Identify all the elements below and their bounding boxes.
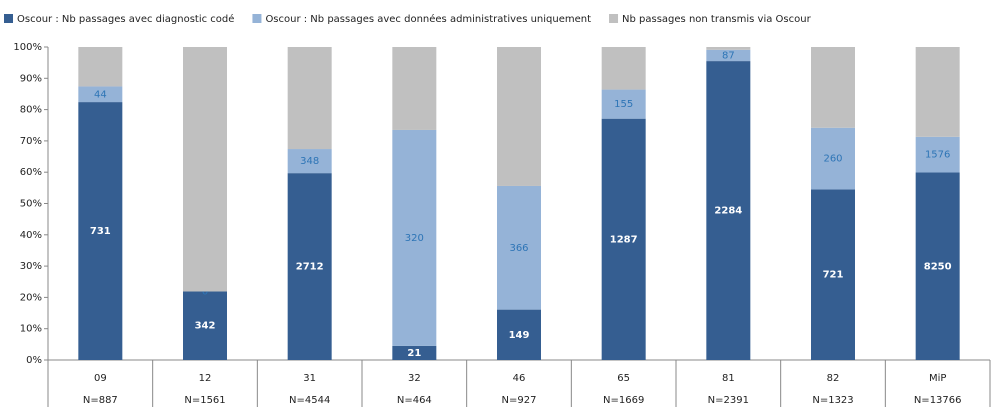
bar-segment bbox=[811, 189, 855, 360]
legend-label: Oscour : Nb passages avec diagnostic cod… bbox=[17, 13, 234, 25]
data-label: 2712 bbox=[296, 262, 324, 273]
bar-segment bbox=[601, 47, 646, 90]
y-tick-label: 30% bbox=[20, 261, 42, 272]
x-tick-label: 31 bbox=[303, 373, 316, 384]
bar-segment bbox=[706, 47, 751, 50]
bar-segment bbox=[706, 61, 751, 361]
x-tick-label: 12 bbox=[199, 373, 212, 384]
y-tick-label: 90% bbox=[20, 73, 42, 84]
n-label: N=1669 bbox=[603, 395, 644, 406]
bar-segment bbox=[706, 49, 751, 62]
n-label: N=927 bbox=[502, 395, 537, 406]
x-tick-label: 81 bbox=[722, 373, 735, 384]
n-label: N=1561 bbox=[184, 395, 225, 406]
bar-segment bbox=[915, 47, 960, 137]
data-label: 149 bbox=[509, 330, 530, 341]
n-label: N=4544 bbox=[289, 395, 330, 406]
n-label: N=887 bbox=[83, 395, 118, 406]
bar-segment bbox=[811, 127, 855, 190]
y-tick-label: 0% bbox=[26, 355, 42, 366]
x-tick-label: 32 bbox=[408, 373, 421, 384]
y-tick-label: 100% bbox=[13, 42, 42, 53]
y-tick-label: 50% bbox=[20, 199, 42, 210]
data-label: 8250 bbox=[924, 261, 952, 272]
bar-segment bbox=[78, 47, 123, 87]
legend-swatch bbox=[609, 14, 619, 23]
data-label: 1287 bbox=[610, 234, 638, 245]
y-tick-label: 10% bbox=[20, 324, 42, 335]
bar-segment bbox=[392, 47, 437, 130]
bar-segment bbox=[287, 173, 332, 360]
legend-label: Oscour : Nb passages avec données admini… bbox=[265, 13, 591, 25]
legend-swatch bbox=[4, 14, 13, 23]
x-tick-label: MiP bbox=[929, 373, 946, 384]
data-label: 2284 bbox=[714, 206, 742, 217]
x-tick-label: 65 bbox=[617, 373, 630, 384]
data-label: 721 bbox=[823, 270, 844, 281]
data-label: 0 bbox=[202, 286, 208, 297]
bar-segment bbox=[392, 129, 437, 346]
bar-segment bbox=[601, 89, 646, 119]
x-tick-label: 09 bbox=[94, 373, 107, 384]
bar-segment bbox=[811, 47, 855, 128]
n-label: N=13766 bbox=[914, 395, 962, 406]
bar-segment bbox=[497, 309, 541, 360]
n-label: N=1323 bbox=[812, 395, 853, 406]
data-label: 44 bbox=[94, 89, 107, 100]
bar-segment bbox=[183, 47, 227, 292]
y-tick-label: 40% bbox=[20, 230, 42, 241]
data-label: 348 bbox=[300, 156, 319, 167]
x-tick-label: 46 bbox=[513, 373, 526, 384]
bar-segment bbox=[601, 118, 646, 360]
y-tick-label: 20% bbox=[20, 292, 42, 303]
data-label: 155 bbox=[614, 99, 633, 110]
data-label: 1576 bbox=[925, 150, 950, 161]
data-label: 320 bbox=[405, 233, 424, 244]
data-label: 731 bbox=[90, 226, 111, 237]
bar-segment bbox=[287, 149, 332, 174]
y-tick-label: 60% bbox=[20, 167, 42, 178]
data-label: 260 bbox=[823, 154, 842, 165]
legend-label: Nb passages non transmis via Oscour bbox=[622, 14, 812, 25]
data-label: 342 bbox=[195, 321, 216, 332]
data-label: 87 bbox=[722, 50, 735, 61]
bar-segment bbox=[78, 86, 123, 103]
bar-segment bbox=[287, 47, 332, 150]
bar-segment bbox=[392, 345, 437, 360]
bar-segment bbox=[78, 102, 123, 360]
bar-segment bbox=[497, 185, 541, 310]
bar-segment bbox=[915, 172, 960, 360]
y-tick-label: 70% bbox=[20, 136, 42, 147]
bar-segment bbox=[915, 136, 960, 173]
n-label: N=2391 bbox=[708, 395, 749, 406]
data-label: 21 bbox=[407, 348, 421, 359]
x-tick-label: 82 bbox=[827, 373, 840, 384]
legend-swatch bbox=[252, 14, 262, 23]
data-label: 366 bbox=[509, 243, 528, 254]
n-label: N=464 bbox=[397, 395, 432, 406]
y-tick-label: 80% bbox=[20, 105, 42, 116]
bar-segment bbox=[497, 47, 541, 186]
bar-segment bbox=[183, 291, 227, 360]
